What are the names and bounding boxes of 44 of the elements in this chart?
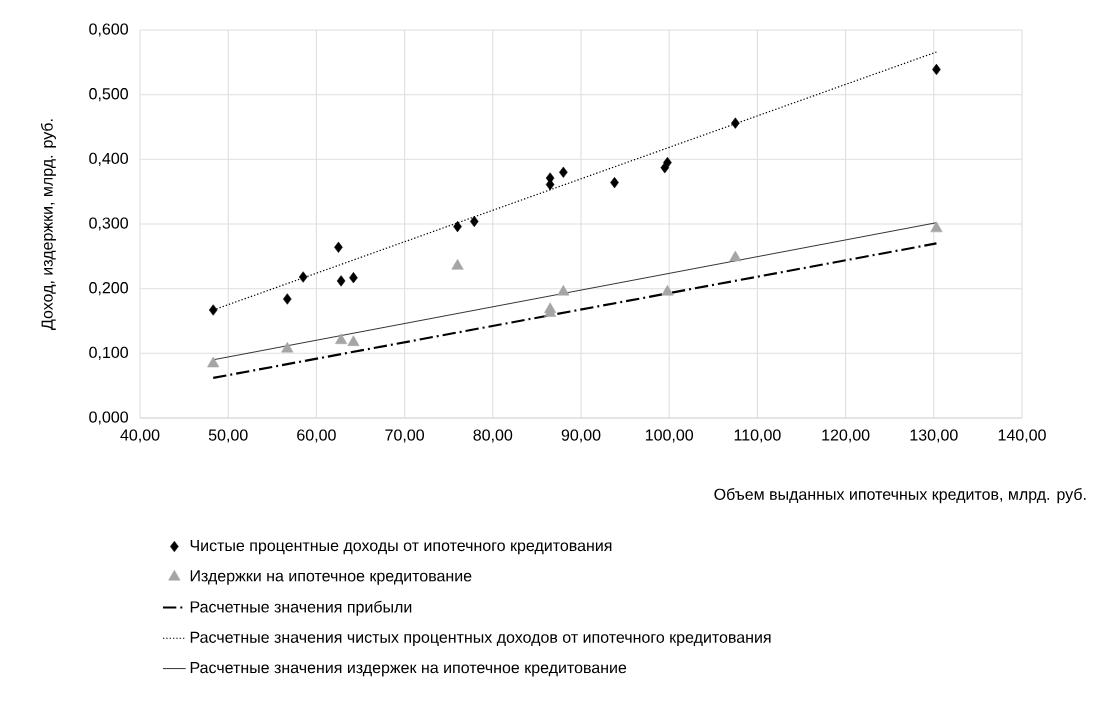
- y-tick-label: 0,600: [89, 23, 128, 37]
- legend-label: Расчетные значения прибыли: [190, 600, 412, 616]
- y-tick-label: 0,000: [89, 411, 128, 425]
- x-tick-label: 120,00: [822, 429, 870, 443]
- point: [731, 117, 740, 129]
- x-tick-label: 100,00: [645, 429, 694, 443]
- x-tick-label: 40,00: [120, 429, 160, 443]
- point: [559, 166, 568, 178]
- y-tick-label: 0,100: [89, 346, 128, 360]
- point: [283, 293, 292, 305]
- legend-label: Расчетные значения издержек на ипотечное кредитование: [190, 662, 627, 677]
- point: [661, 284, 674, 296]
- x-tick-label: 80,00: [473, 429, 513, 443]
- legend-label: Издержки на ипотечное кредитование: [190, 570, 472, 585]
- legend-label: Расчетные значения чистых процентных доходов от ипотечного кредитования: [190, 631, 771, 647]
- point: [298, 271, 308, 283]
- point: [451, 259, 464, 270]
- point: [544, 302, 557, 313]
- point: [336, 275, 346, 287]
- x-tick-label: 110,00: [734, 429, 781, 443]
- point: [281, 341, 294, 353]
- y-tick-label: 0,500: [89, 88, 128, 102]
- x-tick-label: 60,00: [297, 429, 336, 443]
- legend-label: Чистые процентные доходы от ипотечного кредитования: [190, 540, 612, 555]
- x-tick-label: 90,00: [561, 429, 601, 443]
- point: [335, 333, 348, 345]
- point: [207, 356, 220, 368]
- y-tick-label: 0,400: [89, 152, 128, 166]
- point: [930, 221, 943, 233]
- x-tick-label: 50,00: [208, 429, 248, 443]
- point: [729, 250, 742, 262]
- point: [349, 272, 358, 284]
- y-axis-title: Доход, издержки, млрд. руб.: [40, 119, 56, 330]
- y-tick-label: 0,200: [89, 282, 128, 296]
- point: [610, 177, 619, 189]
- point: [557, 284, 570, 296]
- y-tick-label: 0,300: [89, 217, 128, 231]
- x-tick-label: 130,00: [910, 429, 958, 443]
- x-axis-title: Объем выданных ипотечных кредитов, млрд. руб.: [714, 488, 1086, 504]
- x-tick-label: 140,00: [998, 429, 1046, 443]
- point: [347, 335, 360, 346]
- x-tick-label: 70,00: [385, 429, 424, 443]
- point: [334, 241, 343, 253]
- point: [208, 304, 218, 316]
